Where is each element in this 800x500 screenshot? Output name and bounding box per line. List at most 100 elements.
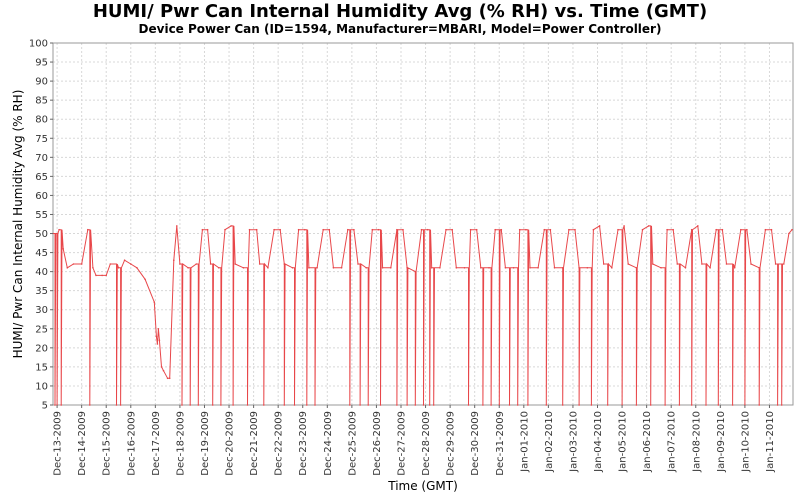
data-point: [733, 267, 736, 269]
data-point: [242, 267, 245, 269]
data-point: [123, 259, 126, 262]
y-tick-label: 40: [35, 267, 48, 278]
dropout-point: [406, 404, 408, 406]
data-point: [684, 267, 687, 269]
dropout-point: [690, 404, 693, 406]
data-point: [117, 267, 120, 269]
data-point: [525, 228, 527, 231]
y-tick-label: 95: [35, 58, 48, 69]
dropout-point: [606, 404, 609, 406]
data-point: [529, 267, 531, 269]
x-tick-label: Dec-21-2009: [249, 411, 260, 476]
data-point: [725, 263, 728, 265]
dropout-point: [482, 404, 484, 406]
data-point: [267, 267, 269, 269]
dropout-point: [776, 404, 779, 406]
data-point: [758, 267, 760, 269]
data-point: [157, 328, 160, 330]
data-point: [209, 263, 212, 265]
data-point: [740, 228, 742, 231]
data-point: [750, 263, 752, 265]
dropout-point: [263, 404, 265, 406]
x-tick-label: Jan-09-2010: [716, 411, 727, 473]
data-point: [153, 301, 156, 303]
data-point: [543, 228, 546, 231]
data-point: [158, 339, 161, 342]
y-tick-label: 50: [35, 229, 48, 240]
y-tick-label: 35: [35, 286, 48, 297]
x-tick-label: Dec-26-2009: [372, 411, 383, 476]
dropout-point: [422, 404, 425, 406]
dropout-point: [545, 404, 548, 406]
data-point: [105, 274, 107, 277]
dropout-point: [115, 404, 118, 406]
data-point: [697, 225, 699, 227]
x-tick-label: Jan-01-2010: [519, 411, 530, 473]
data-point: [701, 263, 703, 265]
y-tick-label: 100: [29, 39, 48, 50]
y-axis-ticks: 5 10 15 20 25 30 35 40 45 50 55 60 65 70 75 80 85 90 95 100: [29, 39, 53, 412]
y-tick-label: 25: [35, 324, 48, 335]
dropout-point: [490, 404, 492, 406]
y-tick-label: 20: [35, 343, 48, 354]
y-tick-label: 80: [35, 115, 48, 126]
x-tick-label: Jan-08-2010: [691, 411, 702, 473]
dropout-point: [232, 404, 234, 406]
dropout-point: [367, 404, 370, 406]
x-tick-label: Jan-05-2010: [618, 411, 629, 473]
x-tick-label: Dec-30-2009: [470, 411, 481, 476]
dropout-point: [306, 404, 308, 406]
data-point: [652, 263, 654, 265]
x-tick-label: Dec-22-2009: [274, 411, 285, 476]
x-tick-label: Dec-28-2009: [421, 411, 432, 476]
data-point: [512, 267, 515, 269]
dropout-point: [428, 404, 431, 406]
data-point: [176, 225, 178, 227]
dropout-point: [467, 404, 470, 406]
x-tick-label: Dec-18-2009: [175, 411, 186, 476]
data-point: [617, 228, 619, 231]
data-point: [297, 228, 300, 231]
data-point: [62, 248, 64, 250]
data-point: [365, 267, 368, 269]
data-point: [602, 263, 605, 265]
x-tick-label: Jan-03-2010: [568, 411, 579, 473]
data-point: [390, 267, 392, 269]
data-point: [586, 267, 589, 269]
data-point: [641, 228, 644, 231]
x-tick-label: Jan-11-2010: [765, 411, 776, 473]
x-tick-label: Dec-24-2009: [323, 411, 334, 476]
dropout-point: [89, 404, 91, 406]
data-point: [439, 267, 441, 269]
data-point: [187, 267, 189, 269]
data-point: [414, 270, 417, 273]
x-tick-label: Dec-13-2009: [53, 411, 64, 476]
x-tick-label: Jan-04-2010: [593, 411, 604, 473]
data-point: [451, 228, 454, 231]
dropout-point: [561, 404, 564, 406]
data-point: [518, 228, 521, 231]
chart-title: HUMI/ Pwr Can Internal Humidity Avg (% R…: [92, 1, 708, 22]
y-tick-label: 65: [35, 172, 48, 183]
data-point: [283, 263, 286, 265]
y-tick-label: 10: [35, 381, 48, 392]
x-tick-label: Dec-29-2009: [446, 411, 457, 476]
data-point: [201, 228, 204, 231]
series-layer: [52, 224, 793, 406]
dropout-point: [516, 404, 519, 406]
data-point: [494, 228, 497, 231]
data-point: [304, 228, 306, 231]
dropout-point: [649, 404, 652, 406]
dropout-point: [664, 404, 666, 406]
data-point: [130, 263, 132, 265]
data-point: [80, 263, 83, 265]
data-point: [173, 259, 175, 262]
data-point: [420, 228, 423, 231]
data-point: [430, 267, 433, 269]
data-point: [455, 267, 458, 269]
data-point: [66, 267, 69, 269]
data-point: [218, 267, 220, 269]
data-point: [322, 228, 325, 231]
data-point: [101, 274, 103, 277]
